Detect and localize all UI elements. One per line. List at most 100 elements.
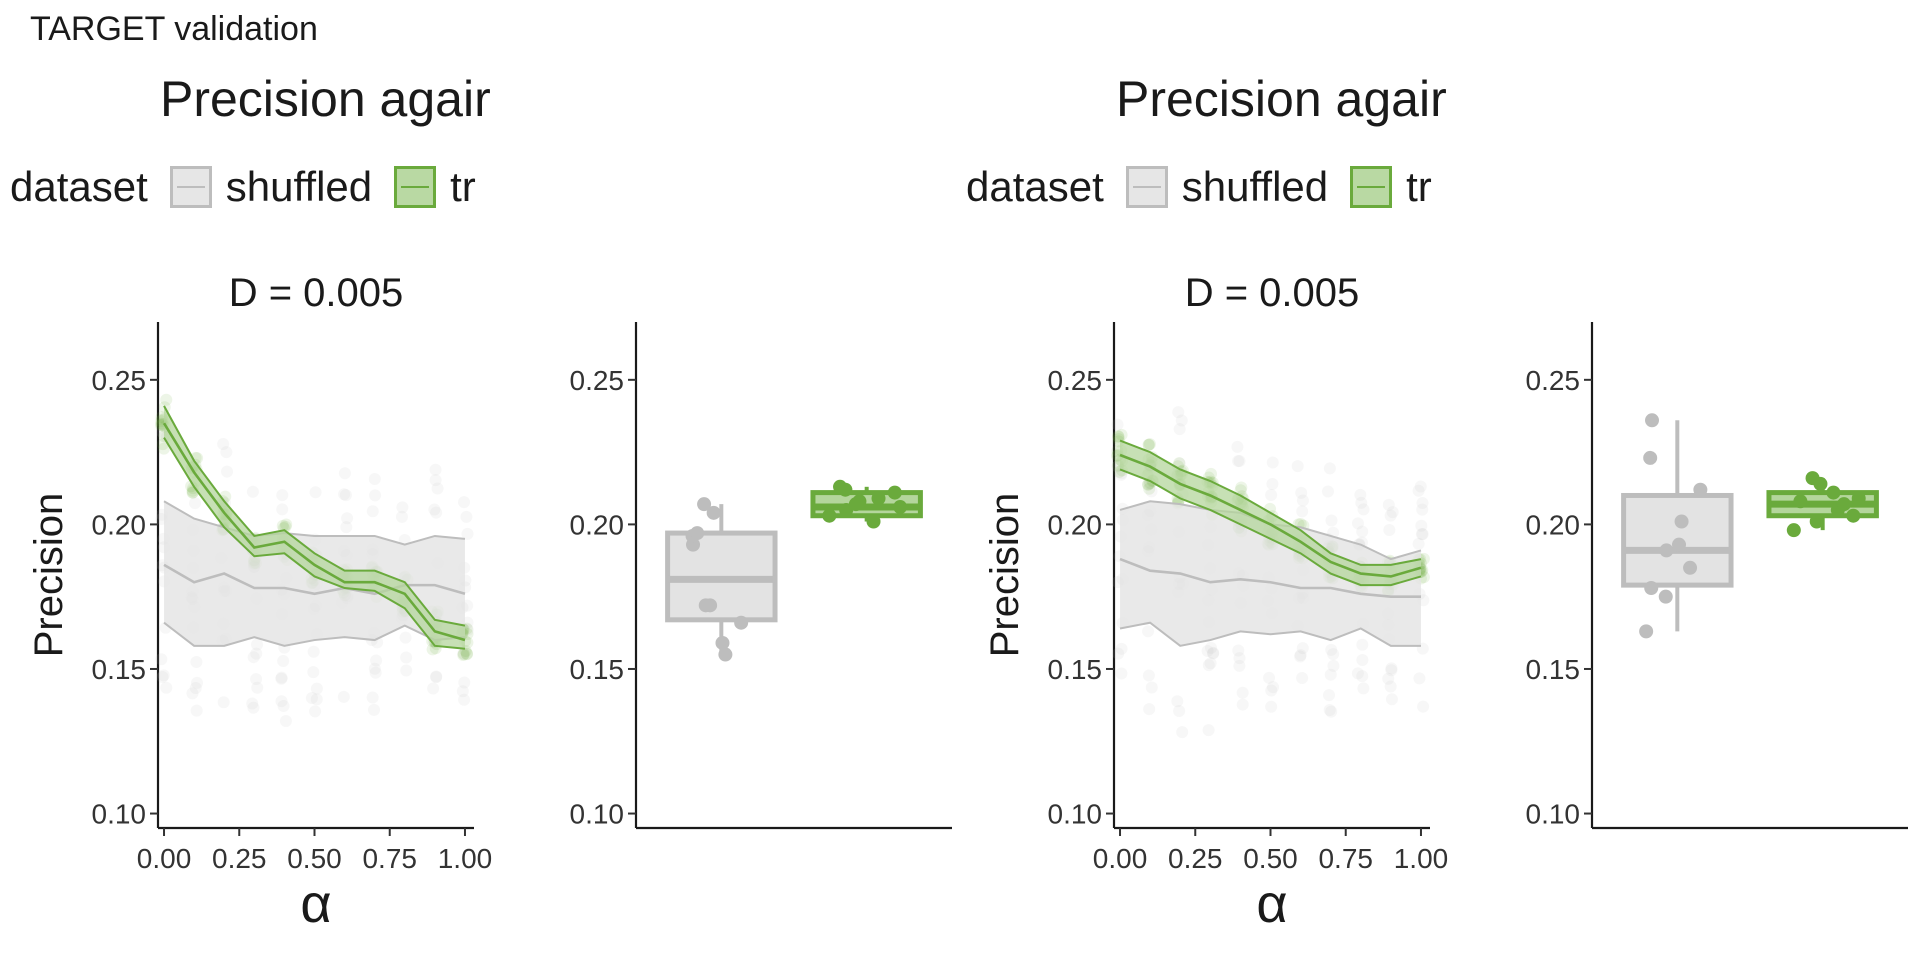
point-tr bbox=[893, 500, 908, 515]
raw-point bbox=[1324, 668, 1337, 681]
panel-2-title: Precision agair bbox=[1116, 71, 1447, 127]
point-tr bbox=[833, 479, 848, 494]
raw-point bbox=[277, 699, 290, 712]
y-tick-label: 0.25 bbox=[1526, 365, 1581, 396]
raw-point bbox=[276, 489, 289, 502]
y-tick-label: 0.20 bbox=[1526, 509, 1581, 540]
point-shuffled bbox=[1659, 543, 1674, 558]
point-tr bbox=[1809, 514, 1824, 529]
raw-point bbox=[1323, 704, 1336, 717]
x-tick-label: 0.50 bbox=[287, 843, 342, 874]
raw-point bbox=[1266, 456, 1279, 469]
raw-point bbox=[1115, 667, 1128, 680]
raw-point bbox=[276, 503, 289, 516]
raw-point bbox=[1325, 705, 1338, 718]
raw-point bbox=[309, 486, 322, 499]
raw-point bbox=[1173, 704, 1186, 717]
y-tick-label: 0.15 bbox=[92, 654, 147, 685]
point-shuffled bbox=[1693, 482, 1708, 497]
raw-point bbox=[337, 690, 350, 703]
raw-point bbox=[1112, 647, 1125, 660]
point-tr bbox=[822, 508, 837, 523]
raw-point bbox=[341, 512, 354, 525]
legend-title: dataset bbox=[966, 162, 1104, 210]
raw-point bbox=[155, 653, 168, 666]
raw-point bbox=[1294, 649, 1307, 662]
raw-point bbox=[1356, 525, 1369, 538]
raw-point bbox=[1112, 430, 1125, 443]
raw-point bbox=[1232, 644, 1245, 657]
raw-point bbox=[1386, 506, 1399, 519]
panel-2-legend: dataset shuffled tr bbox=[966, 160, 1452, 210]
point-shuffled bbox=[718, 647, 733, 662]
raw-point bbox=[221, 465, 234, 478]
point-tr bbox=[852, 494, 867, 509]
raw-point bbox=[1414, 480, 1427, 493]
raw-point bbox=[340, 521, 353, 534]
raw-point bbox=[1143, 438, 1156, 451]
raw-point bbox=[1263, 671, 1276, 684]
raw-point bbox=[1204, 657, 1217, 670]
ribbon-shuffled bbox=[1120, 501, 1421, 646]
raw-point bbox=[1176, 726, 1189, 739]
raw-point bbox=[1296, 642, 1309, 655]
y-tick-label: 0.15 bbox=[570, 654, 625, 685]
raw-point bbox=[1142, 625, 1155, 638]
raw-point bbox=[1112, 430, 1125, 443]
raw-point bbox=[1351, 517, 1364, 530]
line-tr-lower bbox=[1119, 468, 1422, 587]
point-tr bbox=[1786, 523, 1801, 538]
raw-point bbox=[310, 682, 323, 695]
raw-point bbox=[1172, 406, 1185, 419]
legend-key-shuffled bbox=[1125, 165, 1168, 208]
raw-point bbox=[457, 648, 470, 661]
raw-point bbox=[280, 518, 293, 531]
raw-point bbox=[1325, 643, 1338, 656]
raw-point bbox=[1357, 503, 1370, 516]
x-tick-label: 1.00 bbox=[1394, 843, 1449, 874]
raw-point bbox=[275, 671, 288, 684]
legend-key-true bbox=[1350, 165, 1393, 208]
raw-point bbox=[1115, 428, 1128, 441]
raw-point bbox=[217, 696, 230, 709]
raw-point bbox=[1384, 680, 1397, 693]
y-tick-label: 0.25 bbox=[570, 365, 625, 396]
point-shuffled bbox=[1672, 537, 1687, 552]
y-tick-label: 0.10 bbox=[1526, 799, 1581, 830]
y-tick-label: 0.10 bbox=[1048, 799, 1103, 830]
raw-point bbox=[430, 506, 443, 519]
raw-point bbox=[1323, 689, 1336, 702]
raw-point bbox=[1233, 659, 1246, 672]
raw-point bbox=[1265, 700, 1278, 713]
raw-point bbox=[1236, 686, 1249, 699]
raw-point bbox=[1416, 503, 1429, 516]
point-shuffled bbox=[1674, 514, 1689, 529]
point-tr bbox=[866, 514, 881, 529]
raw-point bbox=[339, 489, 352, 502]
raw-point bbox=[1327, 659, 1340, 672]
point-shuffled bbox=[698, 598, 713, 613]
raw-point bbox=[396, 501, 409, 514]
raw-point bbox=[1323, 462, 1336, 475]
y-tick-label: 0.20 bbox=[1048, 509, 1103, 540]
line-shuffled-mean bbox=[163, 563, 466, 596]
raw-point bbox=[1142, 438, 1155, 451]
point-shuffled bbox=[1643, 450, 1658, 465]
raw-point bbox=[250, 673, 263, 686]
raw-point bbox=[400, 651, 413, 664]
raw-point bbox=[277, 655, 290, 668]
panel-1-title: Precision agair bbox=[160, 71, 491, 127]
raw-point bbox=[1201, 645, 1214, 658]
raw-point bbox=[461, 527, 474, 540]
raw-point bbox=[369, 489, 382, 502]
y-axis-label: Precision bbox=[27, 493, 71, 658]
line-tr-mean bbox=[1119, 453, 1422, 578]
raw-point bbox=[457, 647, 470, 660]
raw-point bbox=[338, 467, 351, 480]
raw-point bbox=[1111, 418, 1124, 431]
raw-point bbox=[368, 703, 381, 716]
raw-point bbox=[247, 651, 260, 664]
raw-point bbox=[1412, 484, 1425, 497]
line-shuffled-lower bbox=[1119, 621, 1421, 647]
raw-point bbox=[460, 510, 473, 523]
